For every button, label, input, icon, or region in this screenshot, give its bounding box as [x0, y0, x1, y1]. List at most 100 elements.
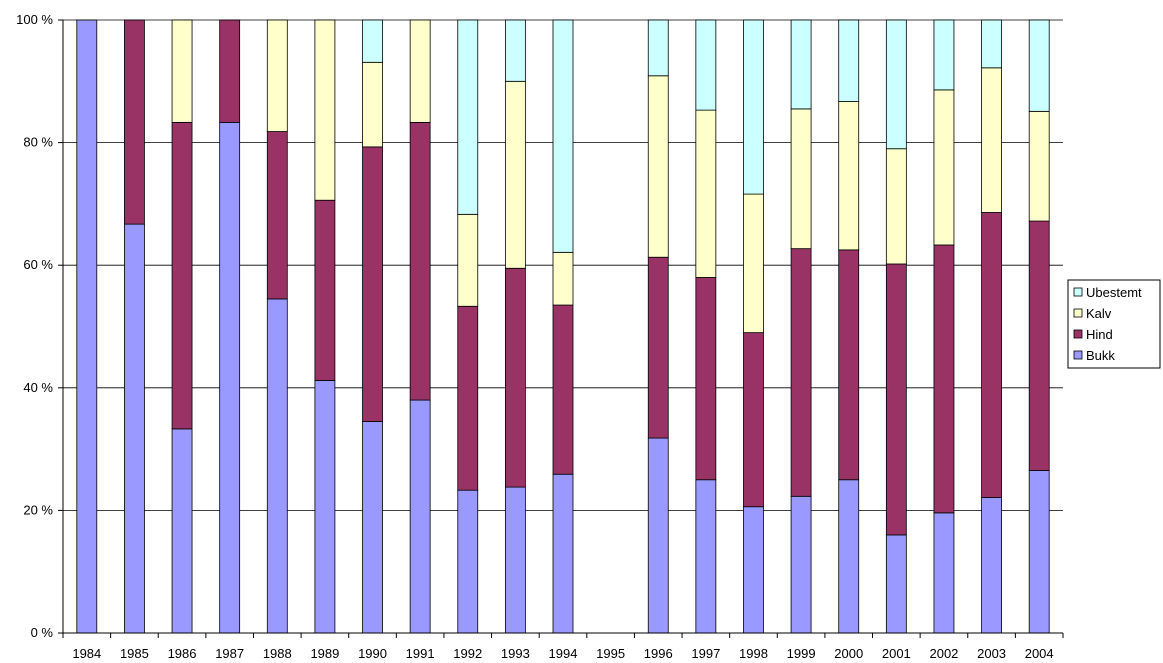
bar-segment-ubestemt-2002 — [933, 19, 955, 91]
x-tick-label: 1990 — [358, 646, 387, 661]
bar-segment-ubestemt-1999 — [790, 19, 812, 110]
bar-segment-hind-1985 — [124, 19, 145, 225]
bar-segment-ubestemt-1992 — [457, 19, 479, 215]
bar-segment-kalv-2004 — [1028, 110, 1050, 222]
y-tick-label: 100 % — [16, 12, 53, 27]
x-tick-label: 1996 — [644, 646, 673, 661]
x-tick-label: 1995 — [596, 646, 625, 661]
bar-segment-hind-1990 — [362, 146, 383, 422]
x-tick-label: 2003 — [977, 646, 1006, 661]
bar-segment-hind-1986 — [171, 121, 193, 430]
bar-segment-bukk-1989 — [314, 380, 336, 634]
bar-segment-bukk-2002 — [933, 512, 955, 634]
bar-segment-ubestemt-1997 — [695, 19, 717, 111]
bar-segment-bukk-1988 — [266, 298, 288, 634]
bar-segment-hind-1992 — [457, 305, 479, 491]
bar-segment-kalv-2003 — [981, 67, 1002, 213]
bar-segment-hind-1991 — [409, 121, 431, 401]
legend-swatch-kalv — [1073, 308, 1083, 318]
bar-segment-ubestemt-1998 — [743, 19, 764, 195]
bars — [76, 19, 1050, 634]
bar-segment-bukk-2000 — [838, 479, 860, 634]
legend-label-kalv: Kalv — [1086, 306, 1112, 321]
bar-segment-hind-1999 — [790, 248, 812, 497]
legend-label-bukk: Bukk — [1086, 348, 1115, 363]
bar-segment-hind-1989 — [314, 199, 336, 381]
bar-segment-ubestemt-2003 — [981, 19, 1002, 69]
x-tick-label: 1988 — [263, 646, 292, 661]
bar-segment-ubestemt-1993 — [504, 19, 526, 82]
x-tick-label: 1984 — [72, 646, 101, 661]
legend-swatch-hind — [1073, 329, 1083, 339]
bar-segment-kalv-1990 — [362, 61, 383, 148]
legend-label-ubestemt: Ubestemt — [1086, 285, 1142, 300]
bar-segment-kalv-2002 — [933, 89, 955, 246]
bar-segment-kalv-1997 — [695, 109, 717, 278]
bar-segment-bukk-1998 — [743, 506, 764, 634]
bar-segment-ubestemt-2000 — [838, 19, 860, 102]
bar-segment-ubestemt-1994 — [552, 19, 574, 253]
bar-segment-bukk-1999 — [790, 495, 812, 634]
x-tick-label: 1991 — [406, 646, 435, 661]
x-tick-label: 1989 — [310, 646, 339, 661]
x-tick-label: 2001 — [882, 646, 911, 661]
y-tick-label: 80 % — [23, 135, 53, 150]
x-tick-label: 1994 — [549, 646, 578, 661]
bar-segment-hind-1996 — [647, 256, 669, 439]
x-tick-label: 1986 — [168, 646, 197, 661]
x-tick-label: 2002 — [929, 646, 958, 661]
bar-segment-hind-1998 — [743, 332, 764, 508]
bar-segment-bukk-1987 — [219, 121, 241, 634]
bar-segment-bukk-1992 — [457, 489, 479, 634]
bar-segment-bukk-1993 — [504, 486, 526, 634]
x-tick-label: 1992 — [453, 646, 482, 661]
bar-segment-hind-1994 — [552, 304, 574, 475]
bar-segment-hind-2004 — [1028, 220, 1050, 471]
bar-segment-bukk-1997 — [695, 479, 717, 634]
bar-segment-kalv-1994 — [552, 251, 574, 306]
x-tick-label: 1997 — [691, 646, 720, 661]
bar-segment-bukk-1994 — [552, 473, 574, 634]
bar-segment-kalv-1998 — [743, 193, 764, 334]
bar-segment-kalv-2001 — [885, 148, 907, 265]
bar-segment-bukk-1991 — [409, 399, 431, 634]
bar-segment-kalv-1996 — [647, 75, 669, 258]
bar-segment-hind-1987 — [219, 19, 241, 123]
x-tick-label: 1993 — [501, 646, 530, 661]
bar-segment-hind-1993 — [504, 267, 526, 488]
bar-segment-hind-2000 — [838, 249, 860, 481]
x-tick-label: 2004 — [1025, 646, 1054, 661]
legend-swatch-bukk — [1073, 350, 1083, 360]
y-tick-label: 20 % — [23, 502, 53, 517]
bar-segment-kalv-1989 — [314, 19, 336, 201]
bar-segment-hind-1988 — [266, 131, 288, 300]
x-tick-label: 1987 — [215, 646, 244, 661]
bar-segment-bukk-1986 — [171, 428, 193, 634]
y-tick-label: 0 % — [31, 625, 54, 640]
legend-swatch-ubestemt — [1073, 287, 1083, 297]
bar-segment-bukk-2001 — [885, 534, 907, 634]
bar-segment-kalv-1999 — [790, 108, 812, 250]
bar-segment-kalv-1993 — [504, 80, 526, 269]
y-tick-label: 40 % — [23, 380, 53, 395]
bar-segment-kalv-1986 — [171, 19, 193, 123]
bar-segment-ubestemt-1996 — [647, 19, 669, 77]
bar-segment-kalv-1991 — [409, 19, 431, 123]
bar-segment-ubestemt-1990 — [362, 19, 383, 63]
x-tick-label: 1985 — [120, 646, 149, 661]
bar-segment-hind-2003 — [981, 212, 1002, 498]
bar-segment-hind-1997 — [695, 277, 717, 481]
bar-segment-hind-2001 — [885, 263, 907, 536]
bar-segment-bukk-1984 — [76, 19, 98, 634]
bar-segment-bukk-1996 — [647, 437, 669, 634]
legend-box — [1067, 279, 1161, 369]
bar-segment-bukk-2004 — [1028, 470, 1050, 634]
legend: Ubestemt Kalv Hind Bukk — [1067, 279, 1161, 369]
bar-segment-kalv-1992 — [457, 213, 479, 307]
x-tick-label: 1998 — [739, 646, 768, 661]
axes: 0 % 20 % 40 % 60 % 80 % 100 % 1984 1985 1986 1987… — [16, 12, 1064, 661]
bar-segment-bukk-2003 — [981, 497, 1002, 634]
x-tick-label: 2000 — [834, 646, 863, 661]
bar-segment-bukk-1985 — [124, 223, 145, 634]
